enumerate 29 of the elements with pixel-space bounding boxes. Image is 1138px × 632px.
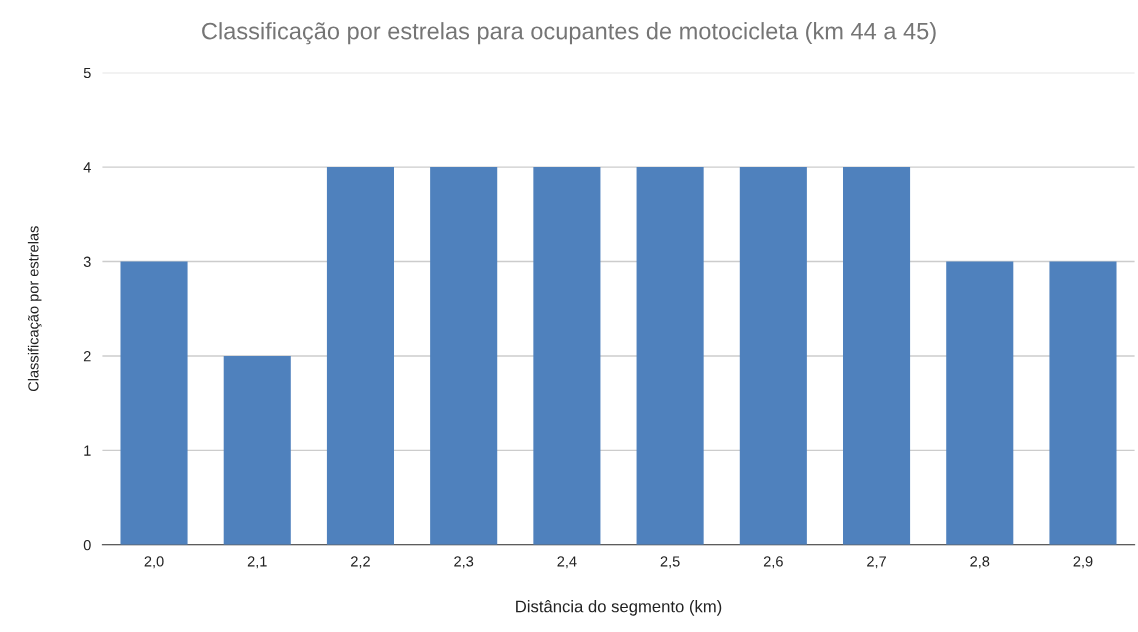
y-axis-title: Classificação por estrelas [27,226,42,392]
x-tick-label: 2,0 [144,556,164,569]
x-tick-label: 2,4 [557,556,577,569]
chart-title: Classificação por estrelas para ocupantes de motocicleta (km 44 a 45) [202,22,936,45]
x-tick-label: 2,1 [247,556,267,569]
bar [430,167,498,545]
x-tick-label: 2,7 [867,556,886,569]
x-tick-label: 2,2 [351,556,370,569]
bar [533,167,601,545]
x-tick-label: 2,8 [970,556,990,569]
bar [326,167,395,545]
bar [120,261,188,545]
x-tick-label: 2,9 [1073,556,1093,569]
bar [946,261,1014,545]
y-tick-label: 3 [83,256,91,267]
y-tick-label: 0 [83,539,91,551]
y-tick-label: 5 [83,67,91,79]
x-tick-label: 2,5 [660,556,680,569]
x-tick-label: 2,6 [763,556,783,569]
bar [843,167,911,545]
bar [223,355,291,545]
x-axis-title: Distância do segmento (km) [516,600,722,616]
y-tick-label: 2 [83,351,91,362]
y-tick-label: 1 [84,445,91,456]
bar [1049,261,1117,545]
bar [739,167,807,545]
bar [636,167,704,545]
x-tick-label: 2,3 [454,556,474,569]
y-tick-label: 4 [83,162,91,173]
